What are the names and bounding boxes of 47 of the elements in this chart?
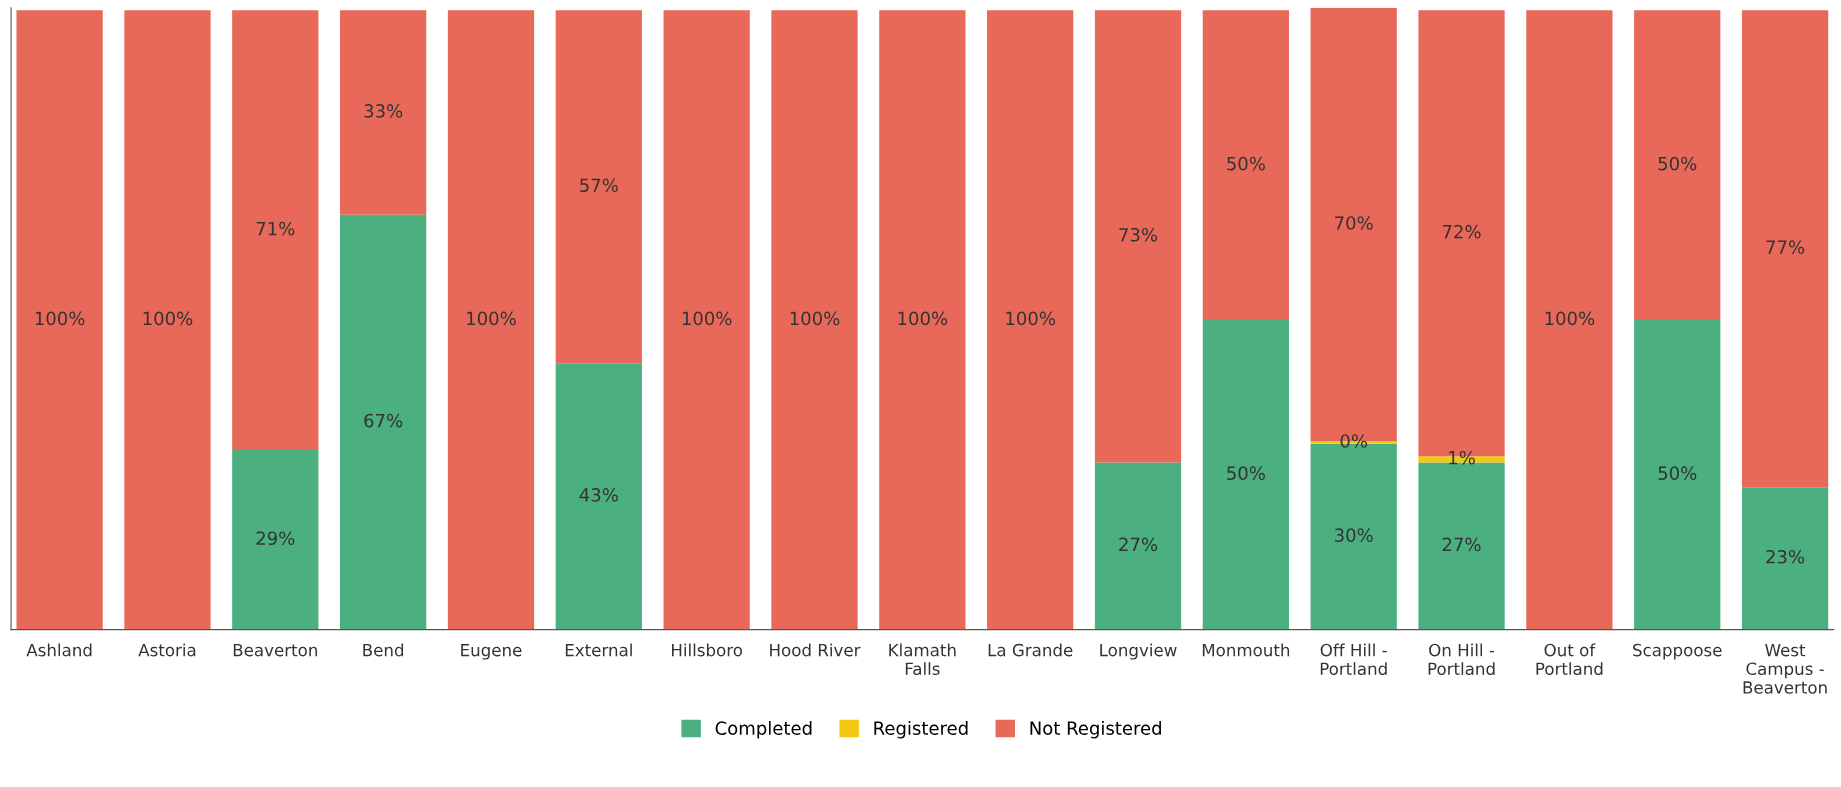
data-label: 73% <box>1119 227 1158 242</box>
data-label: 70% <box>1335 216 1373 230</box>
data-label: 29% <box>256 531 295 546</box>
data-label: 1% <box>1449 450 1475 465</box>
x-tick-label: Longview <box>1100 643 1177 660</box>
data-label: 43% <box>579 488 618 502</box>
x-tick-label: La Grande <box>988 643 1073 657</box>
data-label: 100% <box>1006 311 1055 326</box>
x-tick-label: Monmouth <box>1202 643 1290 657</box>
data-label: 100% <box>35 311 85 326</box>
legend-label: Not Registered <box>1030 721 1161 739</box>
x-tick-label: Bend <box>363 643 404 657</box>
data-label: 100% <box>790 311 840 326</box>
legend-label: Registered <box>874 721 968 739</box>
data-label: 33% <box>364 104 403 118</box>
data-label: 100% <box>682 311 732 326</box>
x-tick-label: Klamath Falls <box>889 643 956 676</box>
data-label: 67% <box>364 413 403 428</box>
x-tick-label: Hood River <box>770 643 861 657</box>
data-label: 100% <box>1545 311 1595 326</box>
data-label: 50% <box>1658 466 1697 481</box>
x-tick-label: Out of Portland <box>1536 643 1603 676</box>
x-tick-label: On Hill - Portland <box>1428 643 1495 676</box>
data-label: 50% <box>1658 156 1697 171</box>
x-tick-label: West Campus - Beaverton <box>1743 644 1827 694</box>
data-label: 100% <box>143 311 193 326</box>
data-label: 57% <box>580 178 618 193</box>
data-label: 50% <box>1227 466 1265 481</box>
data-label: 50% <box>1227 156 1265 171</box>
data-label: 100% <box>467 311 516 326</box>
data-label: 27% <box>1442 537 1481 552</box>
x-tick-label: Off Hill - Portland <box>1320 643 1387 676</box>
x-tick-label: Astoria <box>138 643 196 657</box>
data-label: 27% <box>1119 537 1158 552</box>
data-label: 77% <box>1766 240 1805 254</box>
data-label: 71% <box>256 221 295 236</box>
data-label: 30% <box>1335 528 1373 542</box>
x-tick-label: Eugene <box>461 644 522 660</box>
x-tick-label: External <box>565 643 632 657</box>
data-label: 72% <box>1442 224 1481 239</box>
data-label: 100% <box>898 311 948 326</box>
x-tick-label: Beaverton <box>233 644 317 657</box>
x-tick-label: Scappoose <box>1633 643 1722 660</box>
data-label: 23% <box>1766 549 1805 564</box>
x-tick-label: Hillsboro <box>672 643 743 657</box>
legend-label: Completed <box>715 721 812 739</box>
x-tick-label: Ashland <box>26 643 92 657</box>
